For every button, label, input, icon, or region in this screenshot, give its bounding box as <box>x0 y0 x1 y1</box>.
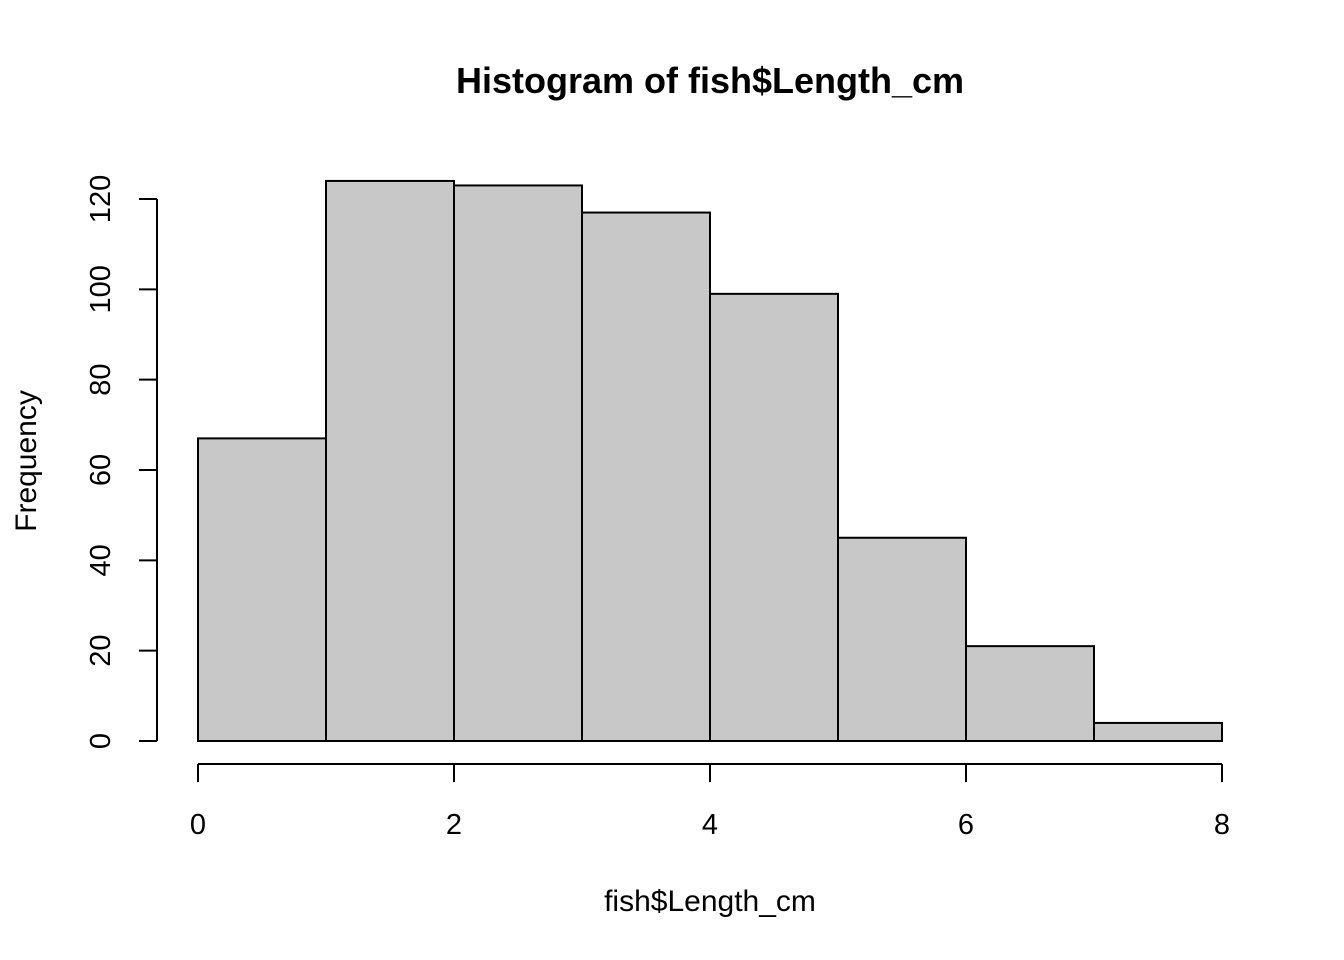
y-axis-label: Frequency <box>10 390 43 532</box>
x-tick-label: 4 <box>702 809 718 841</box>
histogram-bar <box>197 437 327 742</box>
y-axis: 0 20 40 60 80 100 120 <box>85 175 158 749</box>
y-tick-label: 40 <box>85 544 117 576</box>
histogram-bar <box>453 184 583 742</box>
histogram-bar <box>1093 721 1223 743</box>
x-axis: 0 2 4 6 8 <box>190 763 1230 841</box>
y-tick-label: 60 <box>85 454 117 486</box>
y-tick-label: 80 <box>85 364 117 396</box>
histogram-bar <box>709 292 839 742</box>
histogram-bar <box>325 179 455 742</box>
histogram-bar <box>581 211 711 743</box>
y-tick-label: 0 <box>85 733 117 749</box>
x-axis-label: fish$Length_cm <box>604 885 816 918</box>
x-tick-label: 0 <box>190 809 206 841</box>
histogram-bar <box>965 645 1095 743</box>
y-tick-label: 20 <box>85 635 117 667</box>
x-tick-label: 8 <box>1214 809 1230 841</box>
y-tick-label: 100 <box>85 265 117 313</box>
y-tick-label: 120 <box>85 175 117 223</box>
chart-title: Histogram of fish$Length_cm <box>456 60 964 101</box>
histogram-bar <box>837 536 967 742</box>
x-tick-label: 6 <box>958 809 974 841</box>
x-tick-label: 2 <box>446 809 462 841</box>
bars-group <box>197 179 1223 743</box>
